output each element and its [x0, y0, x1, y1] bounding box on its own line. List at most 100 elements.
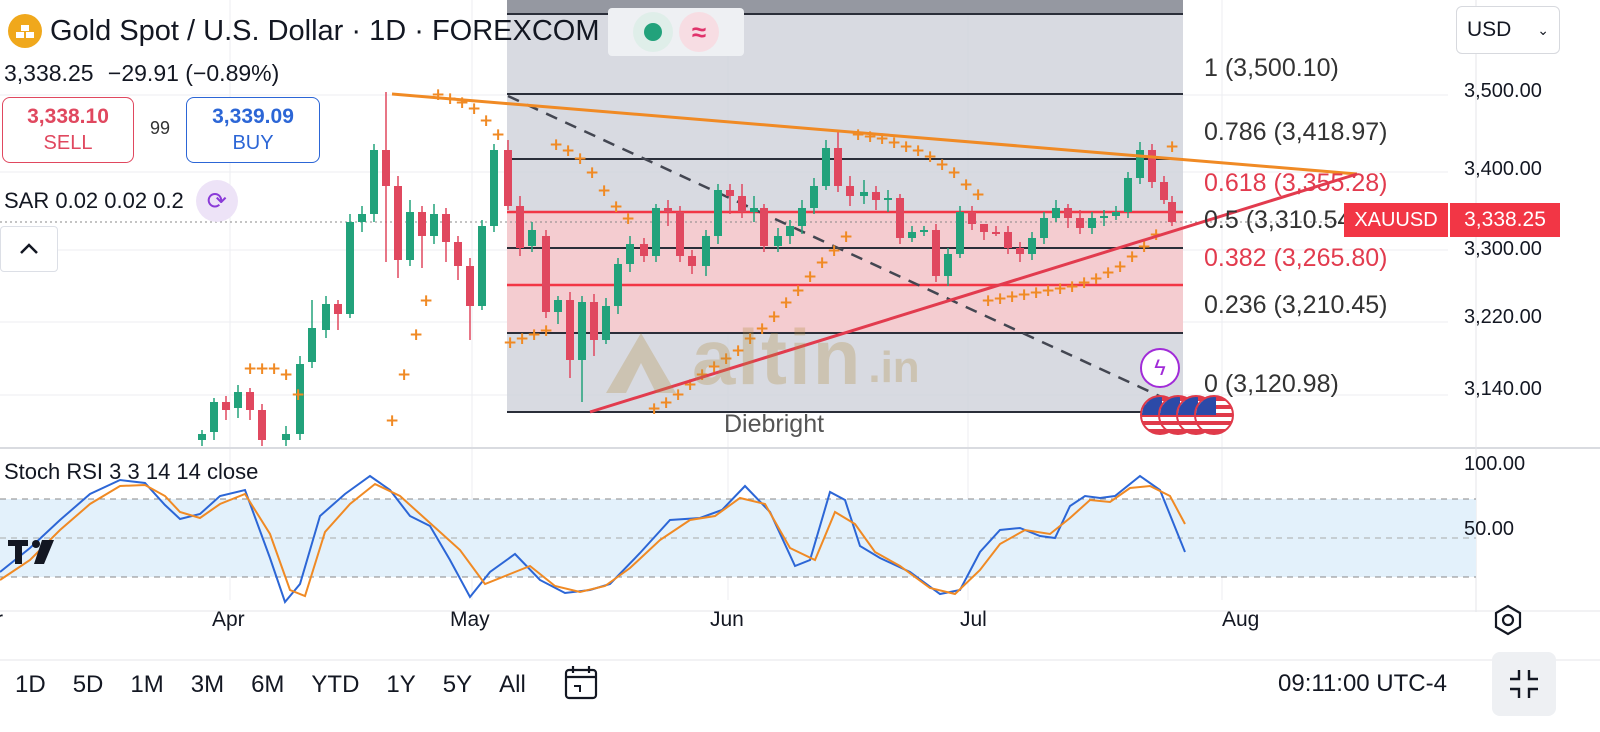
sar-point: +: [993, 289, 1007, 309]
last-price-tag: 3,338.25: [1450, 203, 1560, 237]
candle-body: [872, 192, 880, 200]
buy-price: 3,339.09: [212, 105, 294, 128]
sar-point: +: [731, 341, 745, 361]
sar-point: +: [755, 319, 769, 339]
candle-body: [258, 410, 266, 440]
candle-body: [454, 242, 462, 266]
rsi-d-line: [0, 482, 1186, 598]
sar-point: +: [527, 325, 541, 345]
chevron-up-icon: [20, 243, 38, 254]
sar-point: +: [803, 267, 817, 287]
candle-body: [382, 150, 390, 186]
candle-body: [1052, 208, 1060, 218]
range-5d[interactable]: 5D: [72, 671, 104, 698]
sar-point: +: [1041, 281, 1055, 301]
candle-body: [798, 208, 806, 226]
status-pills[interactable]: ≈: [608, 8, 744, 56]
gear-icon[interactable]: [1492, 604, 1524, 636]
fib-label-0786: 0.786 (3,418.97): [1204, 118, 1388, 146]
symbol-tag: XAUUSD: [1344, 203, 1448, 237]
candle-body: [554, 300, 562, 312]
fullscreen-exit-icon[interactable]: [1492, 652, 1556, 716]
sar-label: SAR 0.02 0.02 0.2: [4, 188, 184, 213]
buy-button[interactable]: 3,339.09 BUY: [186, 97, 320, 163]
candle-body: [490, 150, 498, 226]
sar-point: +: [1065, 277, 1079, 297]
range-ytd[interactable]: YTD: [311, 671, 360, 698]
candle-body: [394, 186, 402, 260]
sar-point: +: [561, 141, 575, 161]
range-1m[interactable]: 1M: [130, 671, 164, 698]
fib-label-0236: 0.236 (3,210.45): [1204, 291, 1388, 319]
price-axis-label: 3,500.00: [1464, 80, 1542, 102]
gold-bars-icon: [8, 14, 42, 48]
spread-value: 99: [150, 118, 171, 138]
candle-body: [726, 190, 734, 196]
range-5y[interactable]: 5Y: [442, 671, 473, 698]
author-name[interactable]: Diebright: [724, 410, 825, 438]
symbol-header[interactable]: Gold Spot / U.S. Dollar · 1D · FOREXCOM: [8, 14, 600, 48]
sar-point: +: [827, 241, 841, 261]
candle-body: [590, 302, 598, 340]
sar-point: +: [1005, 287, 1019, 307]
wave-icon[interactable]: ≈: [679, 12, 719, 52]
rsi-k-line: [0, 474, 1186, 605]
price-change: −29.91 (−0.89%): [107, 60, 280, 86]
sar-point: +: [419, 291, 433, 311]
collapse-legend-button[interactable]: [0, 226, 58, 272]
price-axis-label: 3,400.00: [1464, 158, 1542, 180]
watermark-logo-icon: [606, 333, 676, 393]
candle-body: [308, 328, 316, 362]
candle-body: [222, 402, 230, 410]
time-axis-label: May: [450, 608, 490, 631]
fib-label-05: 0.5 (3,310.54): [1204, 206, 1360, 234]
sar-point: +: [585, 163, 599, 183]
economic-events[interactable]: [1140, 395, 1234, 435]
candle-body: [774, 236, 782, 246]
currency-select[interactable]: USD ⌄: [1456, 6, 1560, 54]
range-all[interactable]: All: [499, 671, 526, 698]
range-1d[interactable]: 1D: [15, 671, 46, 698]
sar-point: +: [243, 359, 257, 379]
sar-point: +: [851, 125, 865, 145]
fib-label-0: 0 (3,120.98): [1204, 370, 1339, 398]
sar-point: +: [743, 329, 757, 349]
sar-point: +: [549, 135, 563, 155]
tradingview-logo-icon[interactable]: [8, 536, 68, 574]
sar-point: +: [291, 385, 305, 405]
sar-point: +: [479, 111, 493, 131]
sar-indicator[interactable]: SAR 0.02 0.02 0.2 ⟳: [4, 180, 238, 222]
sar-point: +: [911, 141, 925, 161]
candle-body: [664, 208, 672, 212]
clock[interactable]: 09:11:00 UTC-4: [1278, 670, 1447, 697]
sar-point: +: [899, 137, 913, 157]
candle-body: [602, 306, 610, 340]
range-3m[interactable]: 3M: [190, 671, 225, 698]
candle-body: [896, 198, 904, 238]
sell-label: SELL: [43, 132, 93, 154]
market-open-icon[interactable]: [633, 12, 673, 52]
sar-point: +: [621, 209, 635, 229]
candle-body: [760, 208, 768, 246]
range-1y[interactable]: 1Y: [386, 671, 416, 698]
candle-body: [834, 148, 842, 186]
watermark-suffix: .in: [868, 343, 920, 392]
candle-body: [810, 186, 818, 208]
candle-body: [542, 236, 550, 312]
sar-point: +: [409, 325, 423, 345]
refresh-icon[interactable]: ⟳: [195, 180, 238, 222]
date-range-icon[interactable]: [562, 664, 600, 702]
candle-body: [944, 254, 952, 276]
sell-button[interactable]: 3,338.10 SELL: [2, 97, 134, 163]
range-6m[interactable]: 6M: [251, 671, 285, 698]
sar-point: +: [887, 133, 901, 153]
candle-body: [968, 212, 976, 224]
rsi-label[interactable]: Stoch RSI 3 3 14 14 close: [4, 459, 259, 484]
us-flag-icon[interactable]: [1194, 395, 1234, 435]
sar-point: +: [671, 385, 685, 405]
sar-point: +: [647, 399, 661, 419]
sar-points: ++++++++++ ++++++++++++++++++++++++++++++…: [243, 85, 1179, 431]
flash-icon[interactable]: ϟ: [1140, 348, 1180, 388]
sar-point: +: [385, 411, 399, 431]
